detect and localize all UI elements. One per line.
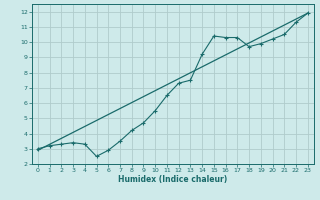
X-axis label: Humidex (Indice chaleur): Humidex (Indice chaleur) bbox=[118, 175, 228, 184]
